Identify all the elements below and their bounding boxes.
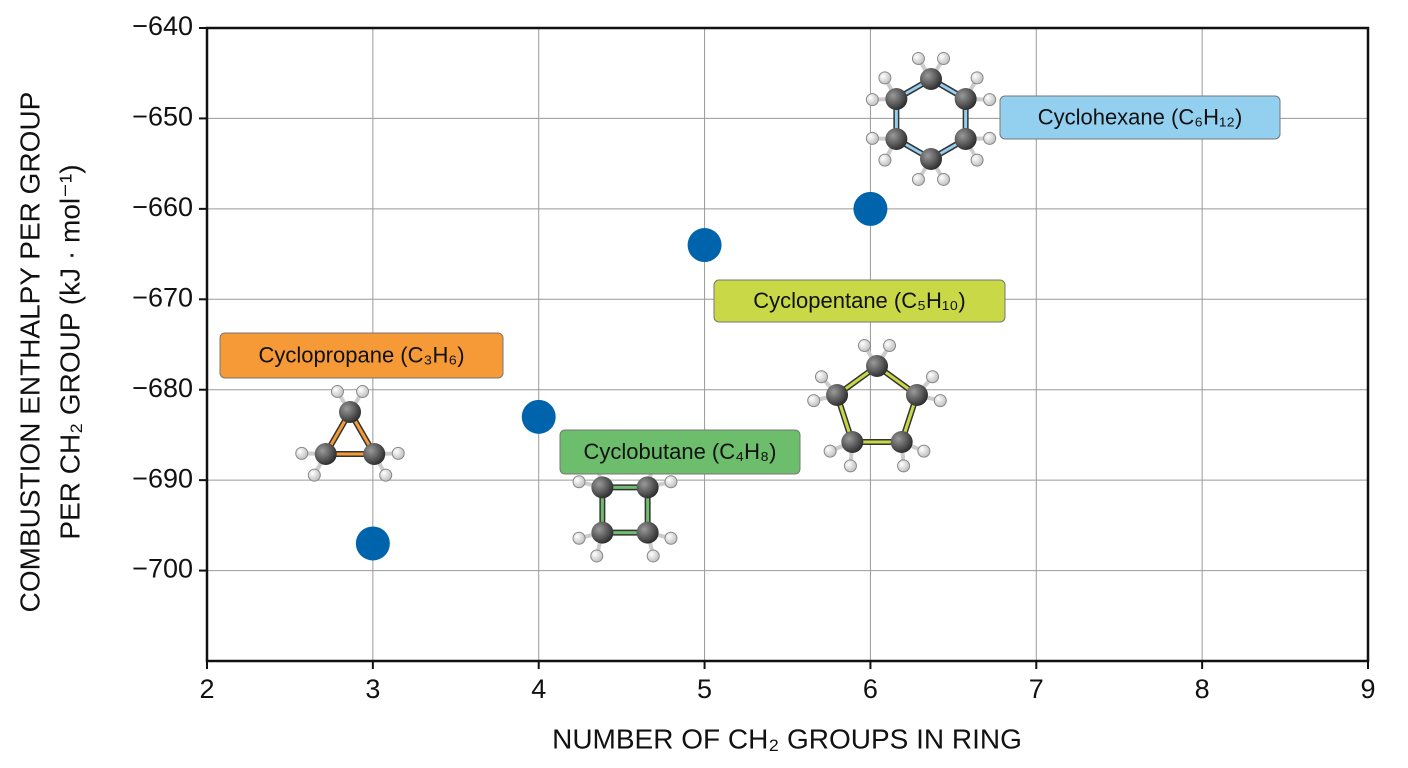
molecule <box>865 52 997 186</box>
annotation-text: Cyclobutane (C₄H₈) <box>584 439 777 464</box>
hydrogen <box>295 446 309 460</box>
carbon <box>339 401 361 423</box>
hydrogen <box>814 370 828 384</box>
annotation-text: Cyclopentane (C₅H₁₀) <box>753 288 966 313</box>
hydrogen <box>937 172 951 186</box>
annotation-box <box>999 95 1281 140</box>
carbon <box>954 88 977 110</box>
y-tick-label: −680 <box>132 373 193 403</box>
carbon <box>636 521 659 544</box>
y-axis-label: COMBUSTION ENTHALPY PER GROUP PER CH₂ GRO… <box>14 92 85 613</box>
hydrogen <box>857 339 871 353</box>
carbon <box>591 476 614 499</box>
carbon <box>591 521 614 544</box>
hydrogen <box>664 475 678 489</box>
y-tick-label: −670 <box>132 282 193 312</box>
hydrogen <box>646 549 660 563</box>
hydrogen <box>983 131 997 145</box>
data-point <box>521 399 556 434</box>
annotation-box <box>559 429 801 475</box>
x-tick-label: 8 <box>1195 674 1210 704</box>
y-tick-label: −660 <box>132 192 193 222</box>
carbon <box>920 68 942 90</box>
carbon <box>885 128 908 150</box>
data-point <box>687 228 722 263</box>
hydrogen <box>572 531 586 545</box>
hydrogen <box>937 52 951 66</box>
hydrogen <box>807 394 821 408</box>
hydrogen <box>664 531 678 545</box>
hydrogen <box>926 370 940 384</box>
x-tick-label: 3 <box>365 674 380 704</box>
x-axis-label: NUMBER OF CH₂ GROUPS IN RING <box>552 723 1022 754</box>
hydrogen <box>865 131 879 145</box>
hydrogen <box>379 468 393 482</box>
carbon <box>885 88 908 110</box>
x-tick-label: 2 <box>199 674 214 704</box>
hydrogen <box>590 549 604 563</box>
data-point <box>355 526 390 561</box>
hydrogen <box>911 52 925 66</box>
carbon <box>866 355 888 377</box>
annotation-text: Cyclohexane (C₆H₁₂) <box>1038 104 1243 129</box>
carbon <box>890 430 913 453</box>
annotation-box <box>219 332 504 379</box>
hydrogen <box>970 153 984 167</box>
hydrogen <box>933 394 947 408</box>
hydrogen <box>356 385 370 399</box>
y-axis-label-line: PER CH₂ GROUP (kJ · mol⁻¹) <box>54 164 85 539</box>
x-tick-label: 7 <box>1029 674 1044 704</box>
carbon <box>954 128 977 150</box>
x-tick-label: 9 <box>1360 674 1375 704</box>
hydrogen <box>865 93 879 107</box>
carbon <box>363 443 386 465</box>
carbon <box>636 476 659 499</box>
hydrogen <box>878 71 892 85</box>
x-tick-label: 4 <box>531 674 546 704</box>
hydrogen <box>917 444 931 458</box>
y-tick-label: −650 <box>132 102 193 132</box>
molecule <box>295 385 405 482</box>
x-tick-label: 6 <box>863 674 878 704</box>
hydrogen <box>843 459 857 473</box>
y-tick-label: −690 <box>132 463 193 493</box>
hydrogen <box>330 385 344 399</box>
hydrogen <box>897 459 911 473</box>
molecule <box>807 339 947 473</box>
hydrogen <box>823 444 837 458</box>
molecule <box>572 457 678 563</box>
hydrogen <box>911 172 925 186</box>
carbon <box>841 430 864 453</box>
hydrogen <box>970 71 984 85</box>
data-point <box>853 191 888 226</box>
x-tick-label: 5 <box>697 674 712 704</box>
hydrogen <box>983 93 997 107</box>
annotation-text: Cyclopropane (C₃H₆) <box>258 342 464 367</box>
y-tick-label: −640 <box>132 11 193 41</box>
carbon <box>314 443 337 465</box>
carbon <box>905 384 928 407</box>
hydrogen <box>391 446 405 460</box>
carbon <box>920 148 942 170</box>
carbon <box>826 384 849 407</box>
hydrogen <box>572 475 586 489</box>
hydrogen <box>883 339 897 353</box>
y-axis-label-line: COMBUSTION ENTHALPY PER GROUP <box>14 92 45 613</box>
hydrogen <box>307 468 321 482</box>
annotation-box <box>713 279 1006 323</box>
plot-frame <box>205 26 1370 663</box>
y-tick-label: −700 <box>132 554 193 584</box>
hydrogen <box>878 153 892 167</box>
